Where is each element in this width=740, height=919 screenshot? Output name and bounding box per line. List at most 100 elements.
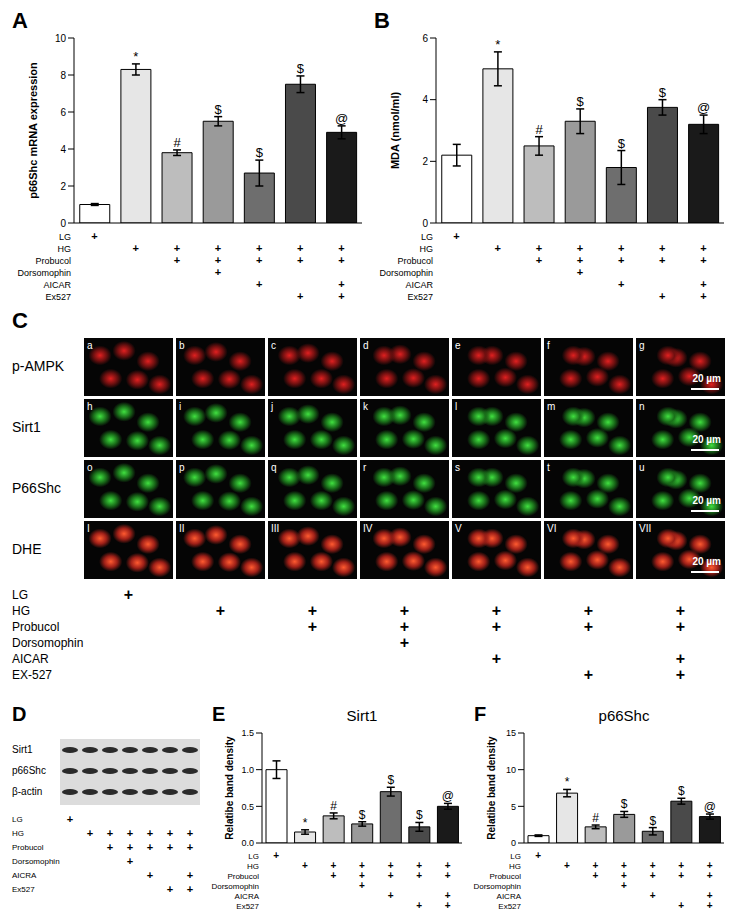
svg-text:+: + (593, 870, 599, 881)
svg-text:Ex527: Ex527 (236, 902, 259, 911)
svg-text:LG: LG (59, 232, 71, 242)
svg-text:$: $ (618, 136, 626, 151)
svg-text:1.5: 1.5 (241, 728, 254, 738)
svg-text:+: + (535, 850, 541, 861)
svg-text:+: + (416, 870, 422, 881)
svg-text:$: $ (577, 94, 585, 109)
svg-text:#: # (173, 135, 181, 150)
svg-text:+: + (577, 242, 583, 254)
svg-text:Ex527: Ex527 (498, 902, 521, 911)
svg-text:+: + (577, 254, 583, 266)
svg-text:LG: LG (248, 852, 259, 861)
svg-text:4: 4 (422, 94, 428, 105)
svg-text:$: $ (621, 797, 628, 811)
svg-text:+: + (618, 242, 624, 254)
svg-text:*: * (303, 816, 308, 830)
svg-text:Dorsomophin: Dorsomophin (379, 268, 433, 278)
svg-text:+: + (297, 242, 303, 254)
svg-text:Probucol: Probucol (35, 256, 71, 266)
svg-text:+: + (132, 242, 138, 254)
svg-text:$: $ (215, 102, 223, 117)
svg-text:+: + (331, 870, 337, 881)
svg-text:+: + (577, 266, 583, 278)
svg-text:p66Shc mRNA expression: p66Shc mRNA expression (27, 62, 39, 199)
svg-text:$: $ (649, 814, 656, 828)
svg-text:+: + (700, 254, 706, 266)
svg-text:$: $ (297, 61, 305, 76)
svg-text:+: + (700, 290, 706, 302)
svg-text:HG: HG (247, 862, 259, 871)
svg-text:+: + (215, 254, 221, 266)
svg-text:HG: HG (420, 244, 434, 254)
svg-text:+: + (707, 900, 713, 911)
svg-text:+: + (700, 242, 706, 254)
svg-text:+: + (536, 242, 542, 254)
svg-text:+: + (445, 900, 451, 911)
svg-text:Dorsomophin: Dorsomophin (473, 882, 521, 891)
svg-text:*: * (495, 37, 500, 52)
svg-text:+: + (215, 242, 221, 254)
svg-text:AICAR: AICAR (43, 280, 71, 290)
svg-text:+: + (256, 254, 262, 266)
svg-text:+: + (650, 870, 656, 881)
svg-text:+: + (91, 230, 97, 242)
svg-text:#: # (592, 811, 599, 825)
svg-text:+: + (273, 850, 279, 861)
svg-text:#: # (330, 799, 337, 813)
svg-text:+: + (256, 242, 262, 254)
svg-text:Ex527: Ex527 (45, 292, 71, 302)
svg-text:#: # (535, 122, 543, 137)
svg-text:Probucol: Probucol (489, 872, 521, 881)
svg-text:+: + (445, 870, 451, 881)
svg-text:8: 8 (60, 70, 66, 81)
svg-text:Dorsomophin: Dorsomophin (17, 268, 71, 278)
svg-text:+: + (174, 242, 180, 254)
svg-text:Probucol: Probucol (227, 872, 259, 881)
svg-text:AICRA: AICRA (235, 892, 260, 901)
svg-text:+: + (338, 290, 344, 302)
svg-text:MDA (nmol/ml): MDA (nmol/ml) (389, 92, 401, 170)
svg-text:0: 0 (511, 838, 516, 848)
svg-text:+: + (388, 890, 394, 901)
svg-text:+: + (564, 860, 570, 871)
svg-text:+: + (707, 870, 713, 881)
svg-text:0: 0 (422, 218, 428, 229)
svg-text:+: + (453, 230, 459, 242)
svg-text:@: @ (697, 100, 710, 115)
svg-text:+: + (174, 254, 180, 266)
svg-text:$: $ (387, 773, 394, 787)
svg-text:10: 10 (506, 765, 516, 775)
svg-text:+: + (494, 242, 500, 254)
svg-text:Relatibe band density: Relatibe band density (486, 736, 497, 840)
svg-text:+: + (621, 880, 627, 891)
svg-text:LG: LG (421, 232, 433, 242)
svg-text:0: 0 (60, 218, 66, 229)
svg-text:Dorsomophin: Dorsomophin (211, 882, 259, 891)
svg-text:+: + (618, 278, 624, 290)
svg-text:5: 5 (511, 802, 516, 812)
svg-text:4: 4 (60, 144, 66, 155)
svg-text:$: $ (416, 808, 423, 822)
svg-text:$: $ (359, 808, 366, 822)
svg-text:+: + (678, 900, 684, 911)
svg-text:+: + (618, 254, 624, 266)
svg-text:+: + (338, 278, 344, 290)
svg-text:+: + (338, 242, 344, 254)
svg-text:+: + (256, 278, 262, 290)
svg-text:+: + (536, 254, 542, 266)
svg-text:0.0: 0.0 (241, 838, 254, 848)
svg-text:+: + (416, 900, 422, 911)
svg-text:1.0: 1.0 (241, 765, 254, 775)
svg-text:HG: HG (509, 862, 521, 871)
svg-text:Ex527: Ex527 (407, 292, 433, 302)
svg-text:15: 15 (506, 728, 516, 738)
svg-text:0.5: 0.5 (241, 802, 254, 812)
svg-text:*: * (133, 49, 138, 64)
svg-text:+: + (388, 870, 394, 881)
svg-text:@: @ (442, 789, 454, 803)
svg-text:+: + (215, 266, 221, 278)
svg-text:Probucol: Probucol (397, 256, 433, 266)
svg-text:Relatibe band density: Relatibe band density (224, 736, 235, 840)
svg-text:+: + (338, 254, 344, 266)
svg-text:LG: LG (510, 852, 521, 861)
